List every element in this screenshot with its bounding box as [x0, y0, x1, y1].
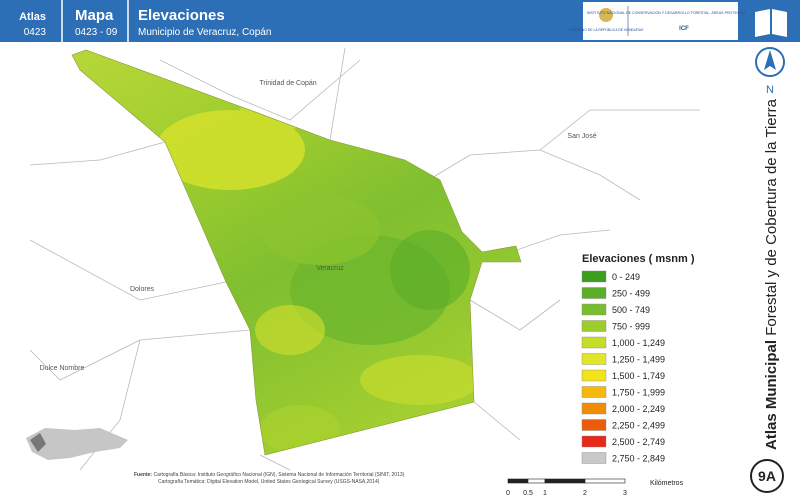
- scale-segment: [544, 478, 586, 484]
- legend-swatch: [581, 452, 607, 464]
- legend-label: 1,500 - 1,749: [612, 371, 665, 381]
- scale-segment: [507, 478, 529, 484]
- legend-swatch: [581, 353, 607, 365]
- municipality-outline: [71, 49, 522, 456]
- legend-label: 2,750 - 2,849: [612, 454, 665, 464]
- scale-tick-label: 0: [506, 490, 510, 497]
- badge-circle: [750, 459, 784, 493]
- scale-segment: [584, 478, 626, 484]
- atlas-label: Atlas: [19, 11, 46, 23]
- logo-acronym: ICF: [679, 26, 689, 32]
- scale-unit: Kilómetros: [650, 480, 684, 487]
- place-label: Veracruz: [316, 265, 344, 272]
- legend-label: 1,250 - 1,499: [612, 355, 665, 365]
- legend-title: Elevaciones ( msnm ): [582, 253, 695, 265]
- north-label: N: [766, 84, 774, 96]
- badge-label: 9A: [758, 468, 776, 484]
- sidebar-title-bold: Atlas Municipal: [763, 340, 780, 450]
- map-subtitle: Municipio de Veracruz, Copán: [138, 27, 271, 38]
- scale-bar: Kilómetros 0 0.5 1 2 3: [506, 478, 684, 497]
- legend-label: 2,500 - 2,749: [612, 437, 665, 447]
- place-label: Trinidad de Copán: [259, 80, 316, 87]
- legend-swatch: [581, 369, 607, 382]
- boundaries: [29, 47, 700, 471]
- legend-swatch: [581, 435, 607, 448]
- place-label: Dolores: [130, 286, 155, 293]
- source-line: Cartografía Temática: Digital Elevation …: [158, 479, 380, 485]
- sidebar-title-rest: Forestal y de Cobertura de la Tierra: [763, 98, 780, 340]
- legend-swatch: [581, 270, 607, 283]
- legend-label: 250 - 499: [612, 289, 650, 299]
- north-arrow: [764, 50, 776, 70]
- map-title: Elevaciones: [138, 7, 225, 24]
- legend-swatch: [581, 402, 607, 415]
- legend: Elevaciones ( msnm ) 0 - 249 250 - 499 500…: [581, 253, 695, 464]
- inset-department: [30, 433, 46, 452]
- legend-swatch: [581, 303, 607, 316]
- atlas-code: 0423: [24, 27, 47, 38]
- sidebar-title: Atlas Municipal Forestal y de Cobertura …: [763, 98, 780, 450]
- legend-swatch: [581, 336, 607, 349]
- legend-label: 0 - 249: [612, 272, 640, 282]
- mapa-code: 0423 - 09: [75, 27, 118, 38]
- north-circle: [755, 47, 785, 77]
- scale-tick-label: 3: [623, 490, 627, 497]
- scale-tick-label: 2: [583, 490, 587, 497]
- mapa-label: Mapa: [75, 7, 114, 24]
- terrain: [72, 50, 521, 455]
- place-label: Dulce Nombre: [40, 365, 85, 372]
- book-icon: [755, 9, 787, 37]
- legend-swatch: [581, 287, 607, 299]
- legend-label: 2,000 - 2,249: [612, 404, 665, 414]
- legend-label: 500 - 749: [612, 305, 650, 315]
- inset-country: [26, 428, 128, 460]
- legend-swatch: [581, 419, 607, 431]
- place-label: San José: [567, 133, 596, 140]
- source-label: Fuente:: [134, 472, 152, 478]
- legend-swatch: [581, 320, 607, 332]
- coat-of-arms: [599, 8, 613, 22]
- legend-label: 750 - 999: [612, 322, 650, 332]
- scale-tick-label: 1: [543, 490, 547, 497]
- logo-institute: INSTITUTO NACIONAL DE CONSERVACIÓN Y DES…: [587, 10, 782, 15]
- source-text: Fuente: Cartografía Básica: Instituto Ge…: [134, 472, 405, 478]
- source-line: Cartografía Básica: Instituto Geográfico…: [153, 472, 404, 478]
- scale-tick-label: 0.5: [523, 490, 533, 497]
- logo-government: GOBIERNO DE LA REPÚBLICA DE HONDURAS: [569, 27, 645, 32]
- legend-swatch: [581, 386, 607, 398]
- scale-segment: [527, 478, 546, 484]
- legend-label: 1,750 - 1,999: [612, 388, 665, 398]
- legend-label: 2,250 - 2,499: [612, 421, 665, 431]
- legend-label: 1,000 - 1,249: [612, 338, 665, 348]
